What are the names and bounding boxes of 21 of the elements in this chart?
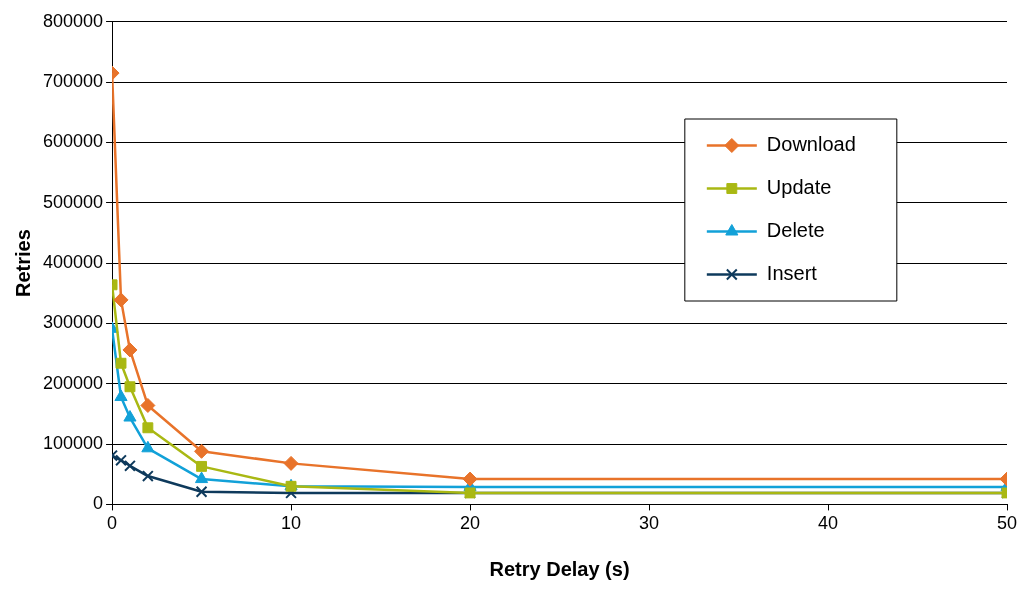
y-tick-label: 500000 — [42, 191, 104, 212]
x-axis-title: Retry Delay (s) — [489, 557, 630, 580]
legend-label: Update — [766, 176, 832, 199]
legend-label: Insert — [766, 262, 818, 285]
y-tick-label: 100000 — [42, 433, 104, 454]
y-tick-label: 600000 — [42, 131, 104, 152]
x-tick-label: 30 — [639, 513, 660, 534]
y-tick-label: 800000 — [42, 10, 104, 31]
y-axis-title: Retries — [11, 229, 34, 298]
x-tick-label: 50 — [996, 513, 1018, 534]
x-tick-label: 10 — [281, 513, 302, 534]
legend-label: Delete — [766, 219, 825, 242]
x-tick-label: 20 — [460, 513, 481, 534]
y-tick-label: 400000 — [42, 252, 104, 273]
y-tick-label: 700000 — [42, 71, 104, 92]
y-tick-label: 200000 — [42, 372, 104, 393]
x-tick-label: 0 — [107, 513, 118, 534]
legend-label: Download — [766, 133, 856, 156]
y-tick-label: 0 — [93, 493, 104, 514]
x-tick-label: 40 — [818, 513, 839, 534]
y-tick-label: 300000 — [42, 312, 104, 333]
